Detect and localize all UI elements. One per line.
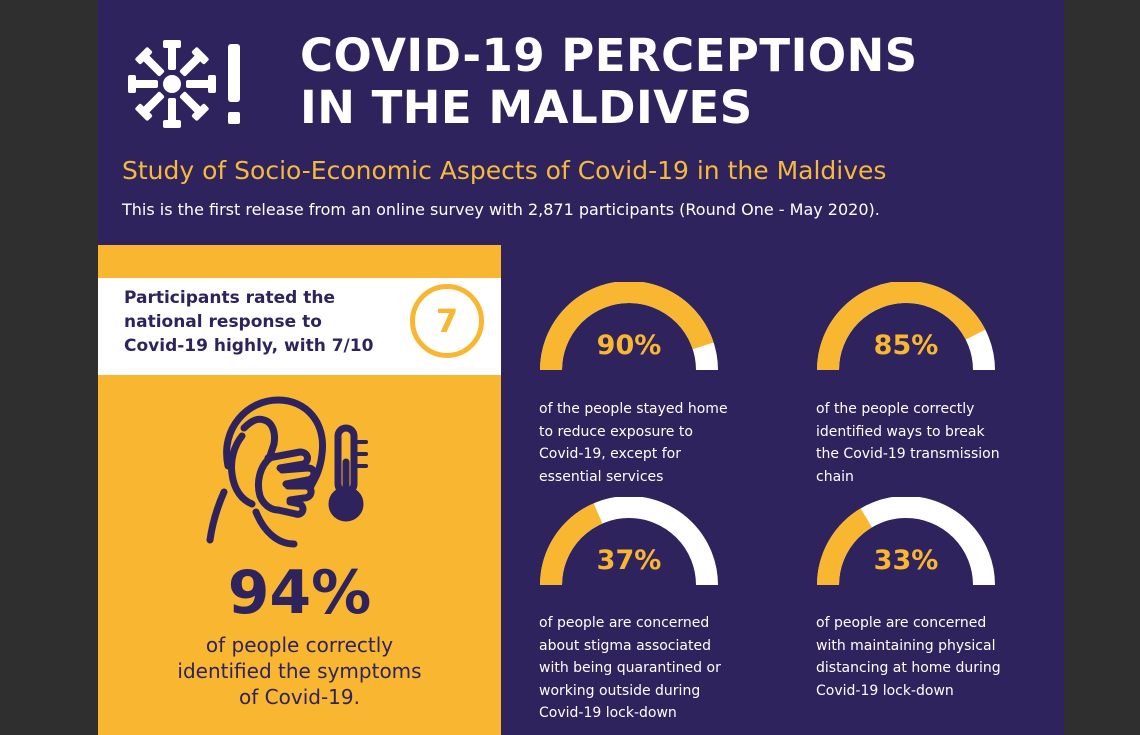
survey-description: This is the first release from an online… — [122, 200, 880, 219]
gauge-caption-line: identified ways to break — [816, 423, 985, 440]
rating-text: Participants rated the national response… — [124, 286, 394, 358]
gauge-caption-line: Covid-19 lock-down — [539, 705, 677, 721]
gauge-caption-line: of the people stayed home — [539, 401, 728, 417]
gauge-caption-line: with being quarantined or — [539, 660, 721, 676]
gauge-caption-line: of the people correctly — [816, 401, 975, 417]
gauge-value: 85% — [873, 330, 939, 361]
gauge-caption: of the people correctly identified ways … — [816, 398, 1046, 488]
gauge-caption-line: distancing at home during — [816, 660, 1001, 676]
rating-score-badge: 7 — [410, 284, 484, 358]
symptoms-caption-line: of people correctly — [205, 633, 394, 657]
gauge-caption-line: Covid-19, except for — [539, 446, 681, 462]
gauge-caption-line: chain — [816, 468, 854, 485]
page-title: COVID-19 PERCEPTIONS IN THE MALDIVES — [300, 30, 918, 134]
gauge-caption-line: the Covid-19 transmission — [816, 446, 1000, 462]
gauge-caption: of people are concerned about stigma ass… — [539, 612, 769, 725]
gauge-caption-line: of people are concerned — [539, 615, 710, 631]
rating-text-line: Participants rated the — [124, 288, 335, 308]
title-line: COVID-19 PERCEPTIONS — [300, 29, 918, 82]
gauge-fill — [817, 282, 986, 371]
symptoms-caption-line: identified the symptoms — [177, 659, 422, 683]
gauge-value: 90% — [596, 330, 662, 361]
gauge-caption: of people are concerned with maintaining… — [816, 612, 1046, 702]
face-cough-thermometer-icon — [206, 396, 368, 548]
symptoms-caption-line: of Covid-19. — [239, 685, 360, 709]
gauge-value: 33% — [873, 545, 939, 576]
gauge-caption-line: with maintaining physical — [816, 637, 996, 654]
title-line: IN THE MALDIVES — [300, 81, 753, 134]
gauge-fill — [817, 508, 873, 586]
gauge-caption-line: essential services — [539, 468, 664, 485]
gauge-value: 37% — [596, 545, 662, 576]
gauge-caption-line: to reduce exposure to — [539, 423, 693, 440]
gauge-caption-line: about stigma associated — [539, 637, 711, 654]
symptoms-caption: of people correctly identified the sympt… — [98, 632, 501, 710]
gauge-caption-line: of people are concerned — [816, 615, 987, 631]
gauge-transmission-chain: 85% — [816, 282, 996, 374]
gauge-physical-distancing: 33% — [816, 497, 996, 589]
symptoms-percentage: 94% — [227, 558, 372, 628]
virus-alert-icon — [128, 40, 240, 128]
rating-text-line: national response to — [124, 312, 322, 332]
gauge-caption: of the people stayed home to reduce expo… — [539, 398, 769, 488]
gauge-fill — [540, 282, 714, 371]
gauge-caption-line: Covid-19 lock-down — [816, 682, 954, 699]
rating-text-line: Covid-19 highly, with 7/10 — [124, 336, 374, 356]
gauge-caption-line: working outside during — [539, 682, 701, 699]
gauge-stigma: 37% — [539, 497, 719, 589]
subtitle: Study of Socio-Economic Aspects of Covid… — [122, 156, 887, 185]
gauge-stayed-home: 90% — [539, 282, 719, 374]
gauge-fill — [540, 503, 603, 586]
